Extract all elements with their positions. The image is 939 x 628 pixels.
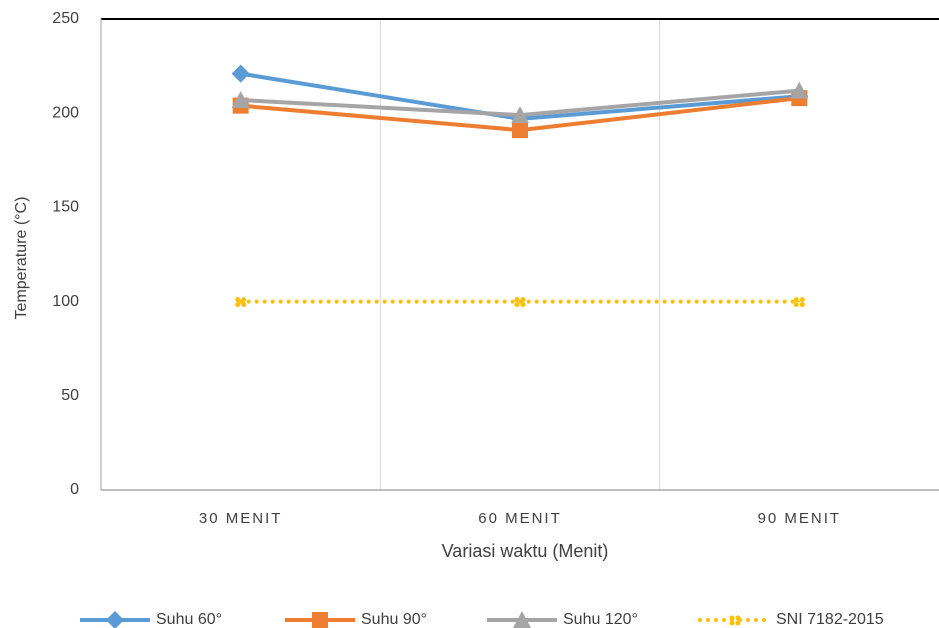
y-tick-label: 0 — [70, 481, 79, 498]
legend-marker — [735, 615, 741, 621]
legend-label: Suhu 120° — [563, 611, 638, 628]
x-tick-label: 60 MENIT — [478, 510, 562, 527]
y-tick-label: 250 — [52, 10, 79, 27]
point — [231, 64, 250, 83]
point — [511, 106, 529, 124]
x-tick-label: 90 MENIT — [758, 510, 842, 527]
legend-marker — [729, 615, 735, 621]
legend-label: Suhu 60° — [156, 611, 222, 628]
marker-dot — [235, 302, 241, 308]
marker-dot — [241, 297, 247, 303]
y-tick-label: 150 — [52, 199, 79, 216]
point — [519, 300, 521, 303]
legend-marker — [513, 611, 531, 628]
marker-dot — [799, 302, 805, 308]
marker-dot — [520, 297, 526, 303]
marker-dot — [514, 297, 520, 303]
legend-label: Suhu 90° — [361, 611, 427, 628]
y-tick-label: 100 — [52, 293, 79, 310]
point — [231, 91, 250, 109]
marker-dot — [514, 302, 520, 308]
legend-marker — [729, 620, 735, 626]
point — [790, 81, 809, 99]
legend-label: SNI 7182-2015 — [776, 611, 884, 628]
point — [798, 300, 801, 303]
marker-dot — [235, 297, 241, 303]
marker-dot — [241, 302, 247, 308]
marker-dot — [793, 297, 799, 303]
point — [239, 300, 242, 303]
y-tick-label: 200 — [52, 104, 79, 121]
marker-dot — [793, 302, 799, 308]
x-axis-label: Variasi waktu (Menit) — [442, 541, 609, 561]
legend-marker — [106, 611, 124, 628]
legend-marker — [735, 620, 741, 626]
point — [512, 122, 528, 139]
x-tick-label: 30 MENIT — [199, 510, 283, 527]
legend-marker — [312, 612, 328, 628]
y-axis-label: Temperature (°C) — [13, 197, 30, 320]
y-tick-label: 50 — [61, 387, 79, 404]
marker-dot — [799, 297, 805, 303]
marker-dot — [520, 302, 526, 308]
